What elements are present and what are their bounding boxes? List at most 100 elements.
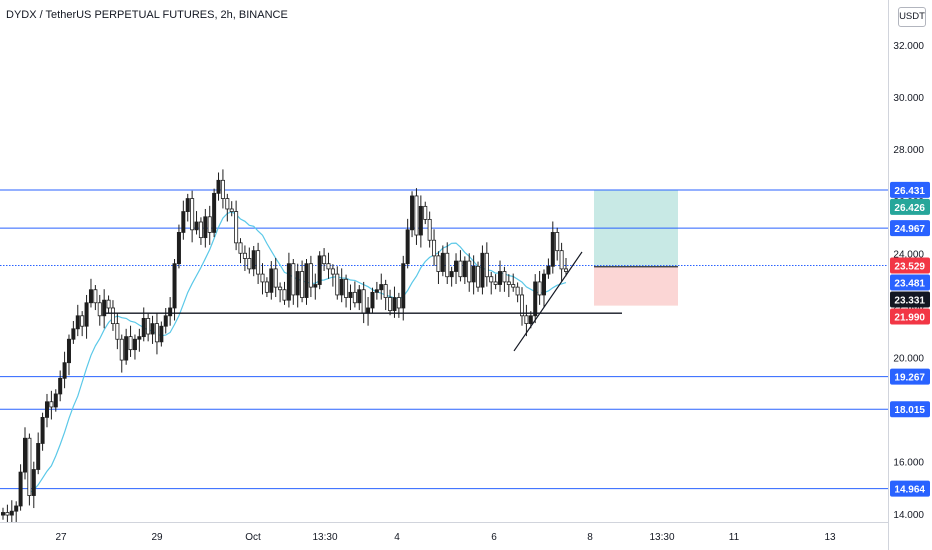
price-label-text: 26.426 xyxy=(894,203,925,214)
candle xyxy=(339,268,344,303)
candle xyxy=(172,258,177,321)
candle-body xyxy=(537,281,542,296)
candle-body xyxy=(238,242,243,254)
candle xyxy=(379,273,384,300)
candle-body xyxy=(330,268,335,275)
candle-body xyxy=(282,289,287,301)
price-label-text: 21.990 xyxy=(894,313,925,324)
candle-body xyxy=(150,323,155,335)
candle xyxy=(269,261,274,300)
candle-body xyxy=(401,263,406,309)
candle-body xyxy=(220,179,225,199)
candle-body xyxy=(190,198,195,231)
candle-body xyxy=(524,315,529,325)
candle-body xyxy=(278,286,283,291)
price-tick-label: 14.000 xyxy=(893,510,924,521)
time-axis: 27 29 Oct 13:30 4 6 8 13:30 11 13 xyxy=(0,522,888,550)
candle xyxy=(317,251,322,290)
candle xyxy=(40,412,45,451)
candle-body xyxy=(559,250,564,270)
candle xyxy=(110,300,115,331)
candle-body xyxy=(511,284,516,288)
candle xyxy=(357,285,362,311)
candle xyxy=(515,282,520,303)
price-label-bg xyxy=(890,480,930,497)
candle xyxy=(300,260,305,303)
candle xyxy=(291,258,296,305)
candle-body xyxy=(542,273,547,296)
candle xyxy=(234,200,239,251)
candles xyxy=(0,169,569,525)
candle-body xyxy=(66,338,71,364)
position-zones xyxy=(594,189,678,306)
candle-body xyxy=(366,307,371,314)
candle xyxy=(388,289,393,316)
candle-body xyxy=(102,299,107,317)
candle xyxy=(423,201,428,225)
candle xyxy=(432,229,437,266)
candle-body xyxy=(132,338,137,351)
candle-body xyxy=(291,263,296,296)
candle-body xyxy=(163,315,168,327)
price-label-bg xyxy=(890,198,930,215)
currency-button[interactable]: USDT xyxy=(898,7,926,27)
candle-body xyxy=(247,258,252,270)
candle xyxy=(212,188,217,238)
candle-body xyxy=(93,289,98,304)
candle xyxy=(361,281,366,324)
candle xyxy=(484,242,489,287)
candle-body xyxy=(410,195,415,231)
candle xyxy=(216,172,221,201)
candle xyxy=(141,307,146,342)
candle xyxy=(102,289,107,329)
candle-body xyxy=(550,232,555,267)
candle-body xyxy=(229,208,234,212)
candle-body xyxy=(374,289,379,293)
candle-body xyxy=(392,297,397,311)
candle xyxy=(370,287,375,313)
candle-body xyxy=(36,443,41,470)
price-label-text: 23.481 xyxy=(894,279,925,290)
candle-body xyxy=(317,255,322,285)
price-label: 26.431 xyxy=(890,181,930,198)
candle xyxy=(418,195,423,248)
candle xyxy=(278,282,283,303)
candle xyxy=(124,328,129,365)
candle-body xyxy=(352,291,357,304)
candle xyxy=(449,266,454,287)
candle xyxy=(295,263,300,308)
candle xyxy=(185,193,190,222)
candle xyxy=(260,263,265,295)
price-tick-label: 30.000 xyxy=(893,93,924,104)
price-tick-label: 16.000 xyxy=(893,458,924,469)
candle-body xyxy=(128,336,133,351)
candle xyxy=(84,294,89,339)
candle xyxy=(194,211,199,235)
price-label-bg xyxy=(890,368,930,385)
candle xyxy=(502,266,507,292)
candle-body xyxy=(564,268,569,272)
price-label-text: 14.964 xyxy=(894,485,925,496)
candle xyxy=(436,251,441,285)
time-tick-label: 11 xyxy=(729,532,740,543)
price-label-text: 19.267 xyxy=(894,373,925,384)
candle-body xyxy=(110,307,115,325)
candle-body xyxy=(234,211,239,244)
candle-body xyxy=(286,263,291,301)
candle xyxy=(396,292,401,318)
candle-body xyxy=(476,265,481,288)
trendline xyxy=(513,251,583,352)
candle xyxy=(62,351,67,389)
candle-body xyxy=(339,278,344,296)
candle xyxy=(75,304,80,337)
candle xyxy=(207,205,212,245)
candle xyxy=(242,245,247,271)
candle-body xyxy=(146,317,151,335)
candle-body xyxy=(141,317,146,338)
candle xyxy=(128,325,133,357)
candle-body xyxy=(242,252,247,259)
candle-body xyxy=(58,377,63,395)
candle-body xyxy=(533,281,538,317)
candle-body xyxy=(106,299,111,309)
